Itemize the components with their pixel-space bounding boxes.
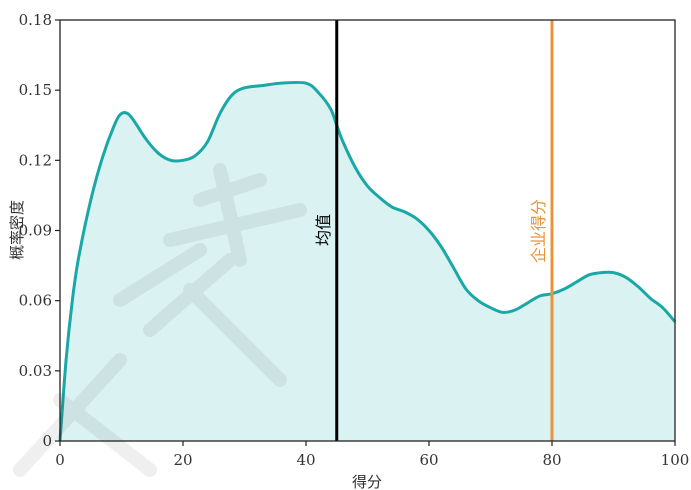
x-tick-label: 0 [55, 451, 65, 469]
marker-label-1: 企业得分 [529, 199, 548, 263]
y-tick-label: 0.15 [19, 81, 52, 99]
x-tick-label: 80 [542, 451, 561, 469]
density-area-0 [60, 82, 675, 441]
y-tick-label: 0.03 [19, 362, 52, 380]
y-tick-label: 0.06 [19, 292, 52, 310]
x-axis-title: 得分 [352, 473, 382, 490]
x-tick-label: 100 [661, 451, 690, 469]
density-line-0 [58, 80, 677, 442]
x-tick-label: 60 [419, 451, 438, 469]
x-tick-label: 20 [173, 451, 192, 469]
y-tick-label: 0.09 [19, 222, 52, 240]
y-tick-label: 0.12 [19, 151, 52, 169]
y-tick-label: 0.18 [19, 11, 52, 29]
marker-label-0: 均值 [314, 214, 333, 246]
y-tick-label: 0 [42, 432, 52, 450]
y-axis-title: 概率密度 [8, 200, 26, 260]
x-tick-label: 40 [296, 451, 315, 469]
